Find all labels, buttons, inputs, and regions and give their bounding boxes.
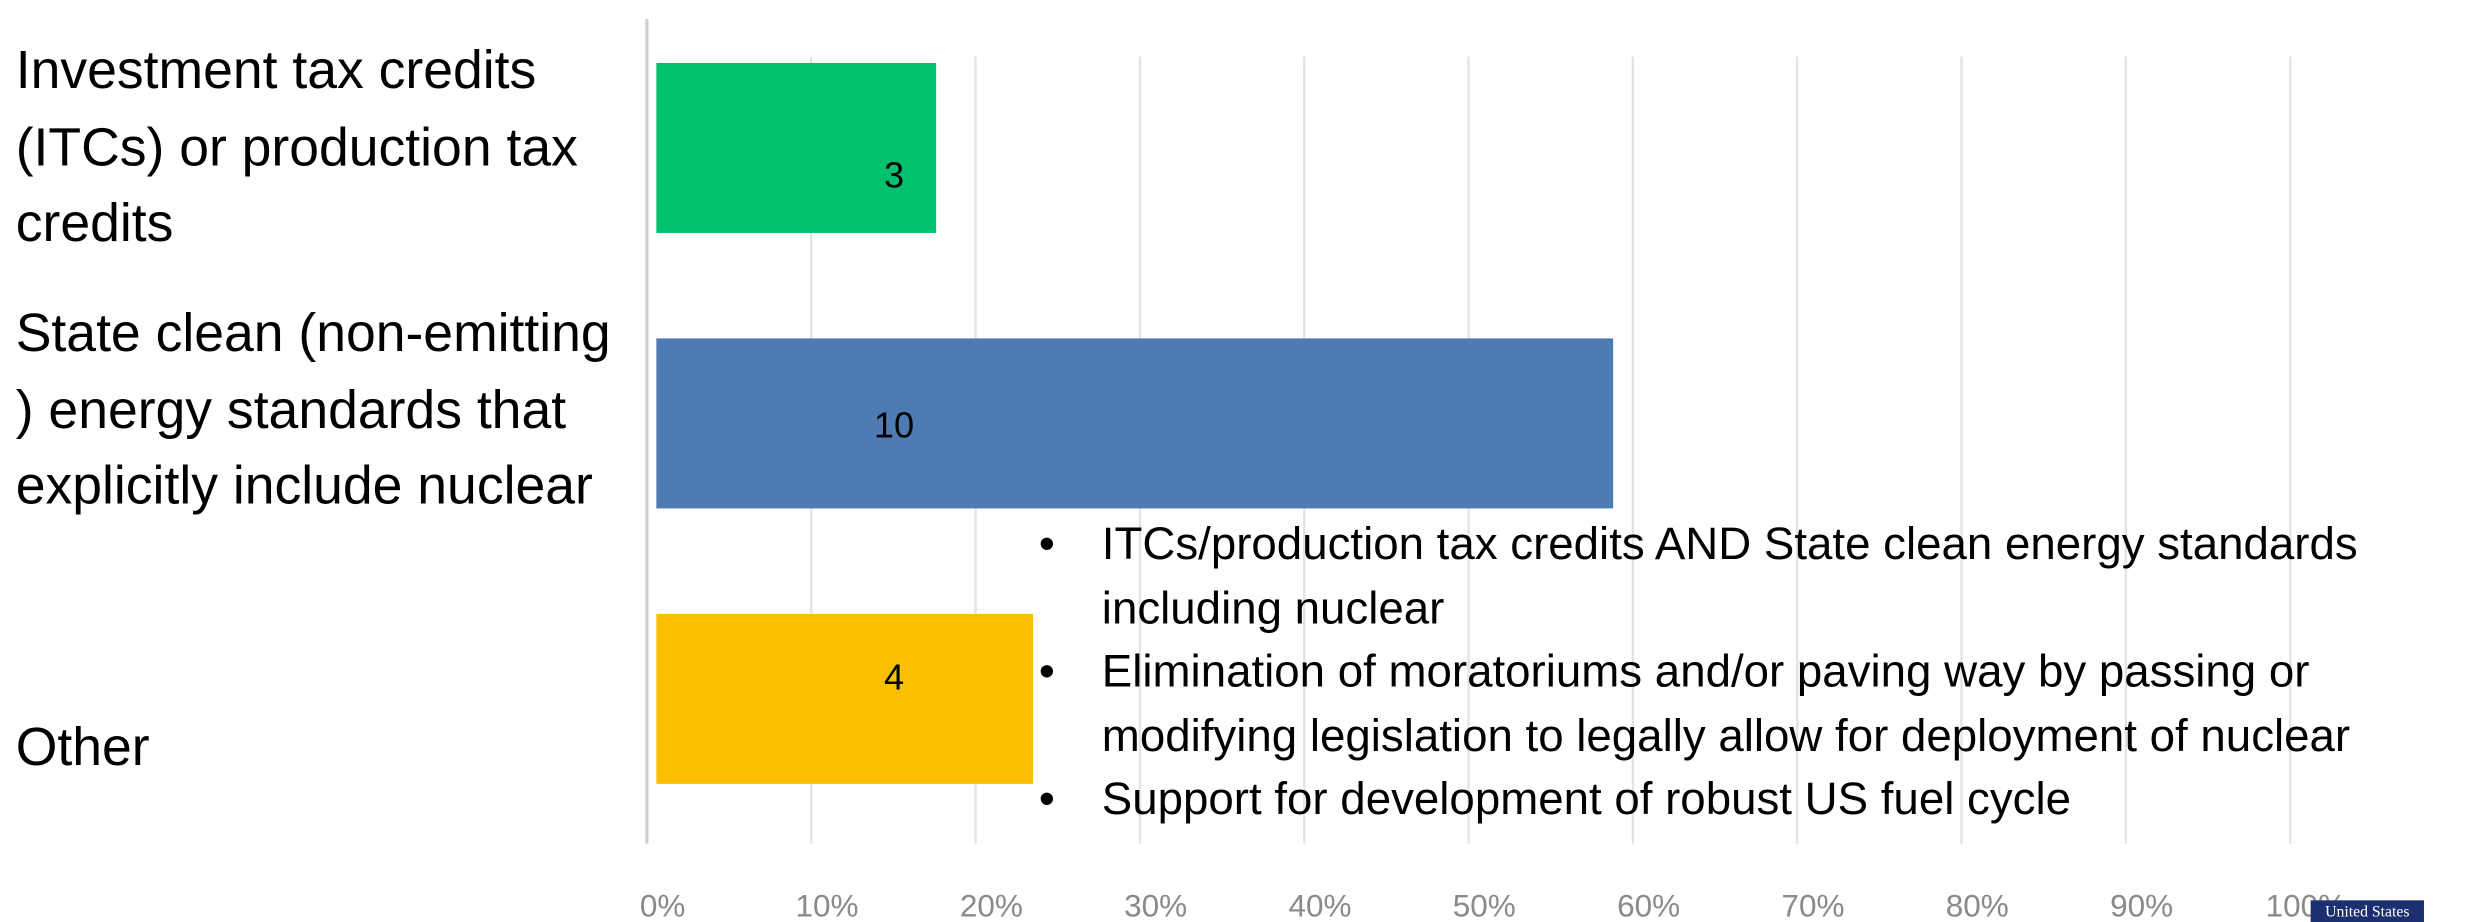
category-label: Investment tax credits (ITCs) or product… (15, 40, 578, 254)
annotation: Support for development of robust US fue… (1039, 768, 2463, 832)
bar (656, 613, 1034, 784)
x-tick-label: 90% (2110, 889, 2173, 922)
bar (656, 62, 937, 233)
x-tick-label: 70% (1781, 889, 1844, 922)
x-tick-label: 10% (795, 889, 858, 922)
annotation: Elimination of moratoriums and/or paving… (1039, 641, 2463, 768)
annotation-list: ITCs/production tax credits AND State cl… (1039, 513, 2463, 832)
x-tick-label: 30% (1124, 889, 1187, 922)
logo-text: NIC (2336, 919, 2399, 922)
x-tick-label: 60% (1617, 889, 1680, 922)
x-tick-label: 80% (1946, 889, 2009, 922)
x-tick-label: 40% (1288, 889, 1351, 922)
x-tick-label: 50% (1453, 889, 1516, 922)
data-label: 3 (884, 154, 904, 195)
bar (656, 338, 1614, 509)
category-label: State clean (non-emitting ) energy stand… (15, 303, 611, 517)
annotation: ITCs/production tax credits AND State cl… (1039, 513, 2463, 640)
x-tick-label: 0% (640, 889, 685, 922)
data-label: 10 (874, 405, 914, 446)
category-label: Other (15, 717, 150, 778)
logo-caption: United States (2325, 904, 2409, 921)
x-tick-label: 20% (960, 889, 1023, 922)
data-label: 4 (884, 657, 904, 698)
logo-box (2310, 900, 2424, 922)
